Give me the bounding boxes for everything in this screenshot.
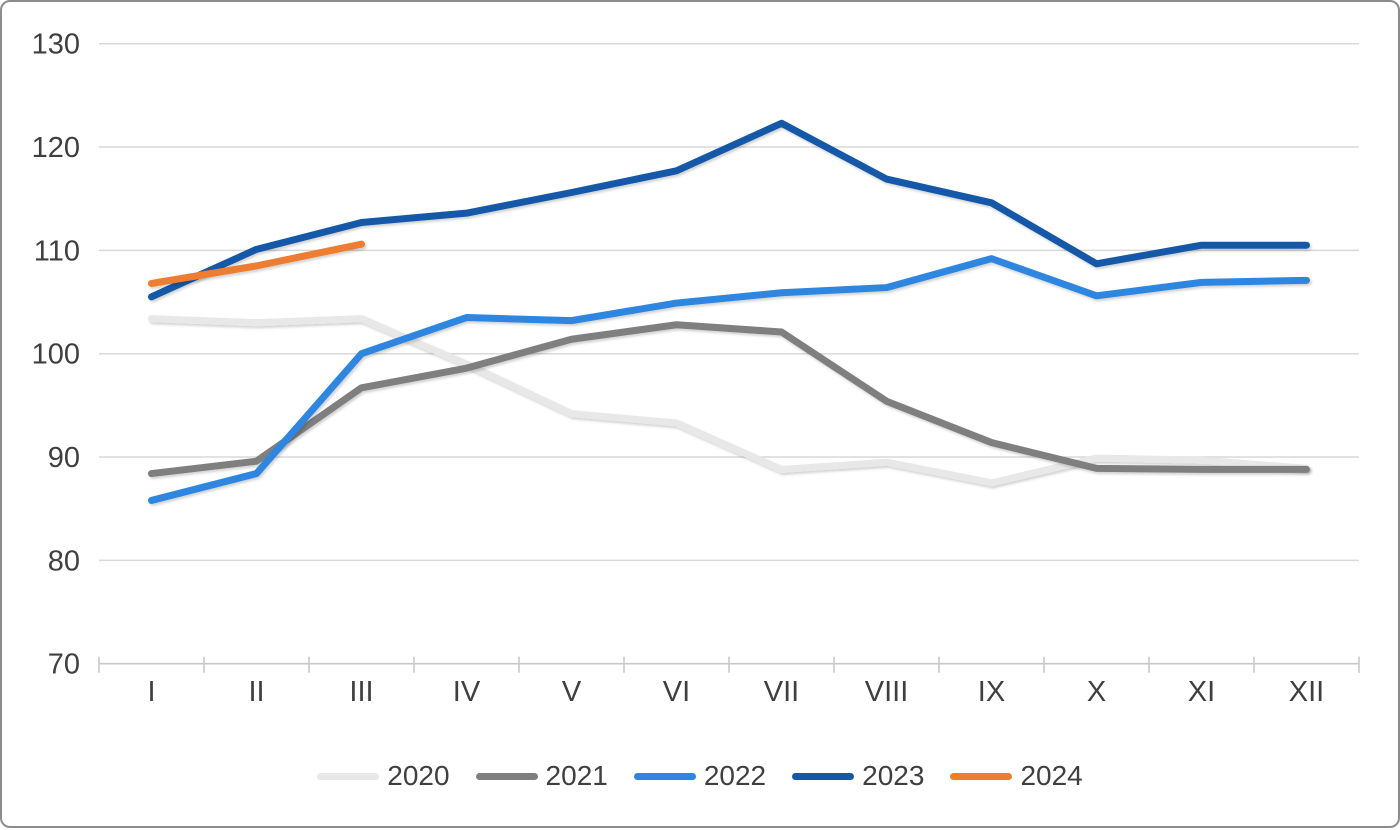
x-axis-label: VIII xyxy=(865,676,909,708)
legend-item-2020[interactable]: 2020 xyxy=(317,760,450,791)
legend-item-2022[interactable]: 2022 xyxy=(633,760,767,791)
y-axis-tick-label: 70 xyxy=(48,649,80,681)
series-line-2024[interactable] xyxy=(148,240,365,287)
x-axis-label: VI xyxy=(663,676,690,708)
legend-swatch xyxy=(633,772,696,780)
legend-label: 2020 xyxy=(387,760,450,791)
x-axis-label: IX xyxy=(978,676,1005,708)
x-axis-label: IV xyxy=(453,676,481,708)
legend-swatch xyxy=(792,772,855,780)
series-line-2022[interactable] xyxy=(148,255,1310,504)
y-axis-tick-label: 110 xyxy=(34,235,80,267)
chart-legend: 2020 2021 2022 2023 2024 xyxy=(2,750,1398,802)
x-axis-label: V xyxy=(562,676,582,708)
legend-swatch xyxy=(950,772,1013,780)
legend-item-2023[interactable]: 2023 xyxy=(792,762,924,790)
y-axis-tick-label: 80 xyxy=(48,545,80,577)
legend-label: 2023 xyxy=(862,760,925,791)
y-axis-tick-label: 90 xyxy=(48,442,80,474)
x-axis-label: XI xyxy=(1188,676,1215,708)
series-line-2021[interactable] xyxy=(148,321,1310,478)
series-line-2020[interactable] xyxy=(148,315,1310,487)
y-axis-tick-label: 100 xyxy=(32,339,80,371)
legend-swatch xyxy=(475,772,538,780)
series-line-2023[interactable] xyxy=(148,119,1310,301)
x-axis-label: III xyxy=(349,676,373,708)
y-axis-tick-label: 120 xyxy=(32,132,80,164)
x-axis-label: X xyxy=(1087,676,1106,708)
legend-item-2021[interactable]: 2021 xyxy=(475,760,608,791)
x-axis-label: VII xyxy=(764,676,799,708)
legend-label: 2021 xyxy=(545,760,608,791)
y-axis-tick-label: 130 xyxy=(32,29,80,61)
x-axis-label: XII xyxy=(1289,676,1324,708)
legend-label: 2022 xyxy=(703,760,767,791)
legend-label: 2024 xyxy=(1020,760,1083,791)
x-axis-label: II xyxy=(248,676,264,708)
x-axis-label: I xyxy=(147,676,155,708)
legend-item-2024[interactable]: 2024 xyxy=(950,760,1083,791)
legend-swatch xyxy=(317,772,380,780)
